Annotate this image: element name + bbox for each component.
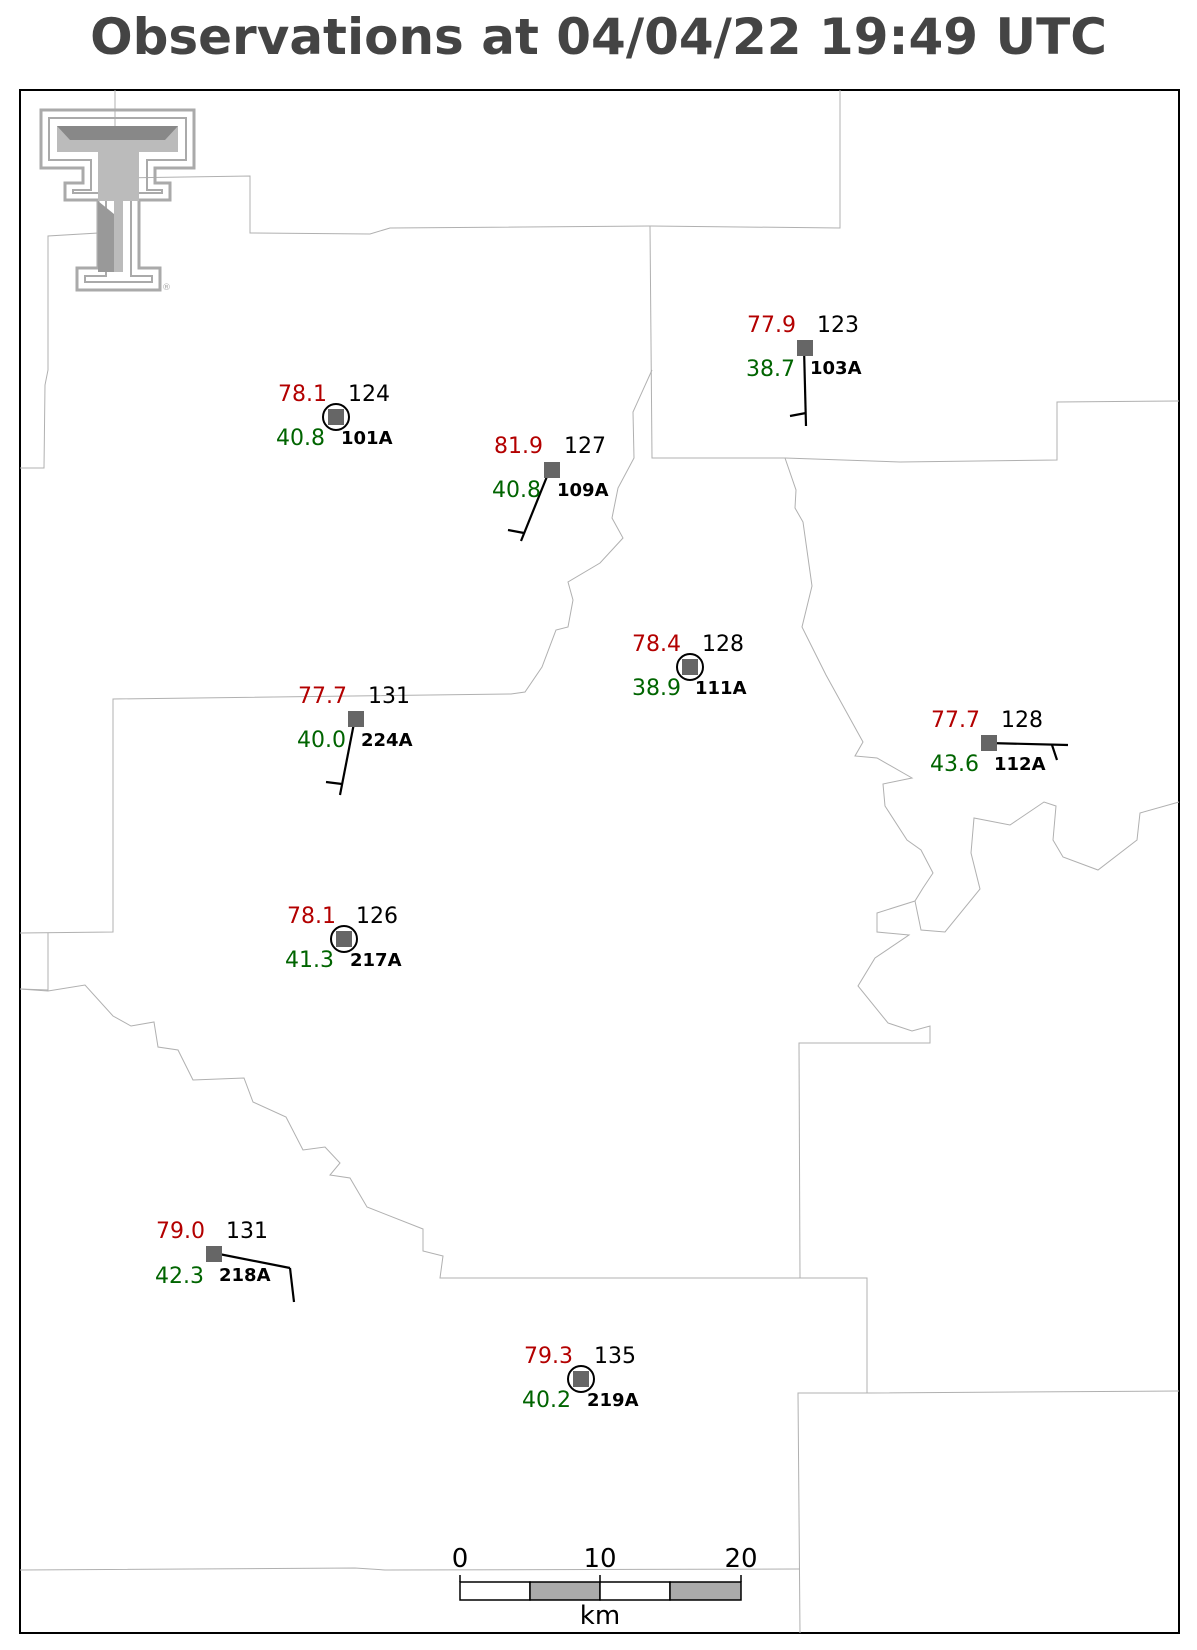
station-id-label[interactable]: 219A [587, 1390, 639, 1411]
wind-barb-109A [507, 468, 552, 542]
dewpoint-label: 41.3 [285, 948, 334, 973]
station-id-label[interactable]: 111A [695, 678, 747, 699]
pressure-label: 135 [594, 1344, 636, 1369]
dewpoint-label: 40.8 [276, 426, 325, 451]
temperature-label: 77.7 [298, 684, 347, 709]
calm-circle-111A [676, 653, 704, 681]
station-marker-103A [797, 340, 813, 356]
station-marker-109A [544, 462, 560, 478]
pressure-label: 127 [564, 434, 606, 459]
double-t-logo [39, 108, 196, 292]
station-id-label[interactable]: 224A [361, 730, 413, 751]
station-marker-111A [682, 659, 698, 675]
scale-tick-label: 0 [452, 1544, 469, 1574]
scale-bar: 0 10 20 km [452, 1544, 758, 1631]
temperature-label: 77.9 [747, 313, 796, 338]
station-marker-224A [348, 711, 364, 727]
pressure-label: 131 [226, 1219, 268, 1244]
temperature-label: 79.3 [524, 1344, 573, 1369]
station-id-label[interactable]: 101A [341, 428, 393, 449]
registered-mark: ® [162, 283, 171, 293]
wind-barb-224A [325, 717, 357, 796]
station-id-label[interactable]: 109A [557, 480, 609, 501]
temperature-label: 78.1 [278, 382, 327, 407]
station-marker-219A [573, 1371, 589, 1387]
station-id-label[interactable]: 112A [994, 754, 1046, 775]
dewpoint-label: 40.8 [492, 478, 541, 503]
station-markers [206, 340, 997, 1387]
pressure-label: 124 [348, 382, 390, 407]
map-border [19, 89, 1180, 1634]
dewpoint-label: 40.2 [522, 1388, 571, 1413]
calm-circle-101A [322, 403, 350, 431]
station-marker-218A [206, 1246, 222, 1262]
wind-barb-112A [987, 741, 1069, 761]
wind-barb-218A [213, 1251, 296, 1303]
dewpoint-label: 43.6 [930, 752, 979, 777]
dewpoint-label: 38.7 [746, 357, 795, 382]
temperature-label: 78.4 [632, 632, 681, 657]
wind-barb-103A [789, 347, 808, 427]
station-id-label[interactable]: 103A [810, 358, 862, 379]
calm-wind-circles [322, 403, 704, 1393]
calm-circle-217A [330, 925, 358, 953]
scale-tick-label: 10 [583, 1544, 616, 1574]
temperature-label: 77.7 [931, 708, 980, 733]
temperature-label: 78.1 [287, 904, 336, 929]
page-title: Observations at 04/04/22 19:49 UTC [90, 8, 1107, 66]
calm-circle-219A [567, 1365, 595, 1393]
station-id-label[interactable]: 217A [350, 950, 402, 971]
pressure-label: 131 [368, 684, 410, 709]
station-marker-112A [981, 735, 997, 751]
scale-tick-label: 20 [724, 1544, 757, 1574]
dewpoint-label: 42.3 [155, 1264, 204, 1289]
scale-unit-label: km [580, 1601, 620, 1631]
dewpoint-label: 38.9 [632, 676, 681, 701]
temperature-label: 81.9 [494, 434, 543, 459]
pressure-label: 128 [1001, 708, 1043, 733]
dewpoint-label: 40.0 [297, 728, 346, 753]
pressure-label: 128 [702, 632, 744, 657]
station-marker-101A [328, 409, 344, 425]
temperature-label: 79.0 [156, 1219, 205, 1244]
pressure-label: 123 [817, 313, 859, 338]
pressure-label: 126 [356, 904, 398, 929]
station-marker-217A [336, 931, 352, 947]
station-labels: 78.1 124 40.8 101A 81.9 127 40.8 109A 77… [155, 313, 1046, 1413]
wind-barbs [213, 347, 1069, 1303]
station-id-label[interactable]: 218A [219, 1265, 271, 1286]
